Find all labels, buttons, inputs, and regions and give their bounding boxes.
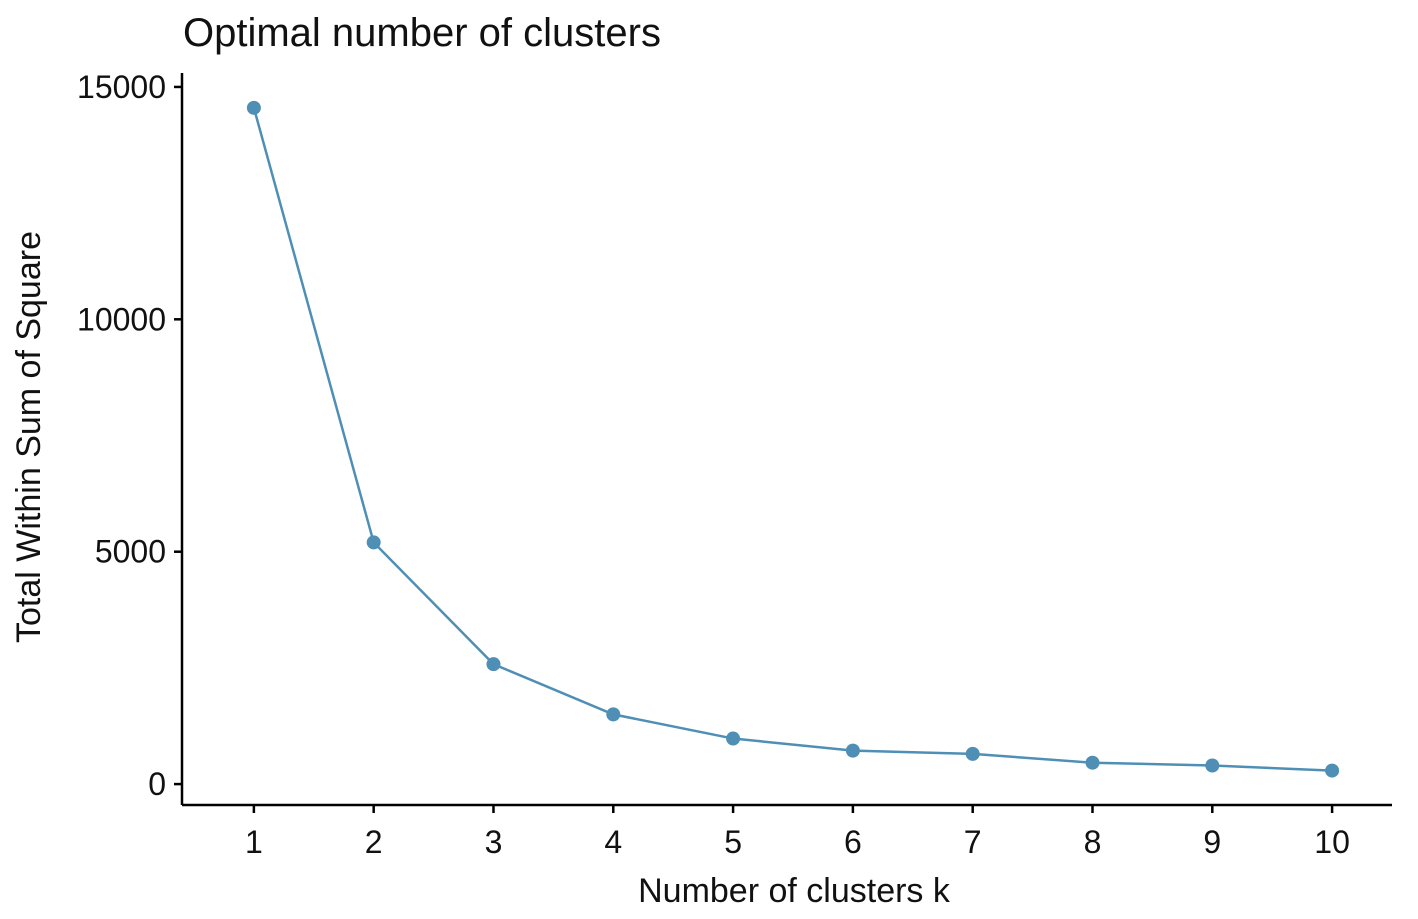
x-tick-label: 5 — [724, 824, 742, 860]
data-point — [845, 743, 860, 758]
y-tick-label: 15000 — [77, 69, 166, 105]
x-tick-label: 7 — [964, 824, 982, 860]
x-tick-label: 10 — [1314, 824, 1350, 860]
data-point — [606, 707, 621, 722]
y-axis-label: Total Within Sum of Square — [10, 231, 48, 643]
x-tick-label: 1 — [245, 824, 263, 860]
x-tick-label: 3 — [485, 824, 503, 860]
y-axis-ticks: 0 5000 10000 15000 — [77, 69, 182, 802]
series-line — [252, 107, 1333, 772]
x-tick-label: 2 — [365, 824, 383, 860]
x-axis-label: Number of clusters k — [638, 872, 951, 910]
data-point — [486, 657, 501, 672]
x-tick-label: 4 — [604, 824, 622, 860]
data-point — [1205, 758, 1220, 773]
x-tick-label: 9 — [1203, 824, 1221, 860]
x-tick-label: 6 — [844, 824, 862, 860]
chart-title: Optimal number of clusters — [183, 11, 661, 55]
x-tick-label: 8 — [1084, 824, 1102, 860]
y-tick-label: 0 — [148, 766, 166, 802]
data-point — [726, 731, 741, 746]
y-tick-label: 10000 — [77, 301, 166, 337]
x-axis-ticks: 1 2 3 4 5 6 7 8 9 10 — [245, 805, 1350, 860]
series-layer — [246, 100, 1340, 778]
data-point — [1085, 755, 1100, 770]
data-point — [246, 100, 261, 115]
y-tick-label: 5000 — [95, 534, 166, 570]
data-point — [965, 746, 980, 761]
plot-area: 0 5000 10000 15000 1 2 3 4 5 6 7 8 9 10 — [77, 69, 1392, 860]
data-point — [366, 535, 381, 550]
data-point — [1325, 763, 1340, 778]
